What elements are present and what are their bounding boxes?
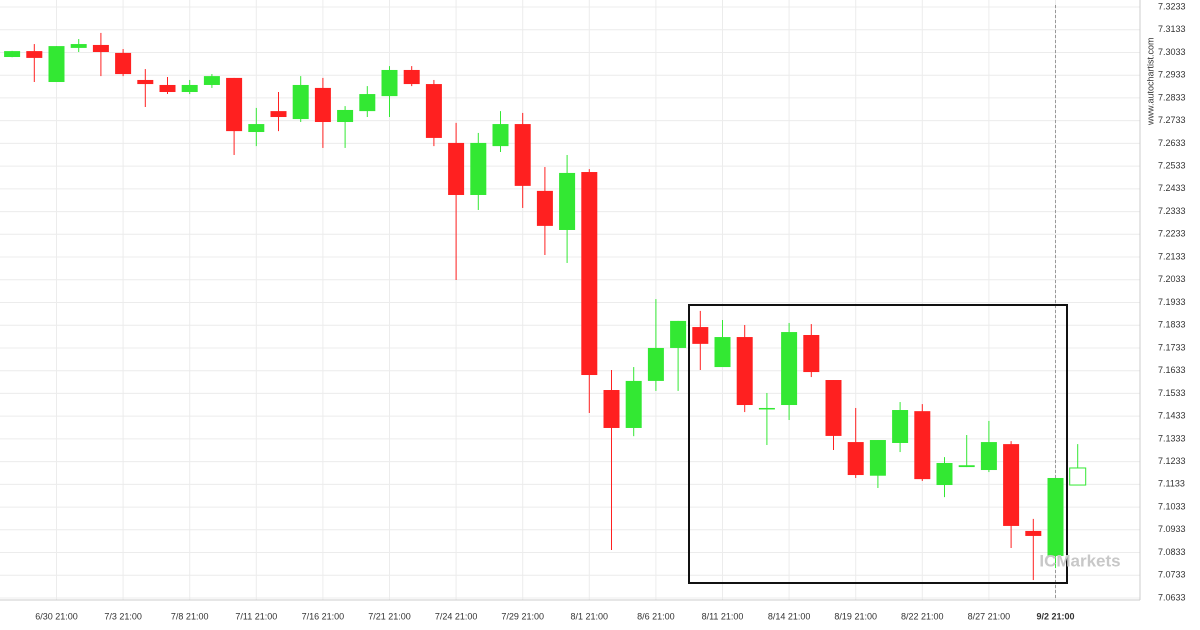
candle-body: [248, 124, 265, 133]
candle-body: [936, 462, 953, 486]
candle-body: [781, 332, 798, 406]
x-tick-label: 7/21 21:00: [368, 611, 411, 621]
y-tick-label: 7.3233: [1158, 1, 1186, 11]
candle-body: [1047, 477, 1064, 556]
candle-body: [26, 51, 43, 58]
candle-body: [869, 440, 886, 476]
y-tick-label: 7.0933: [1158, 524, 1186, 534]
candle-body: [4, 51, 21, 58]
y-tick-label: 7.3133: [1158, 24, 1186, 34]
logo: ICMarkets: [1039, 551, 1120, 570]
candle-body: [137, 79, 154, 85]
watermark: www.autochartist.com: [1145, 37, 1155, 126]
y-tick-label: 7.0833: [1158, 547, 1186, 557]
candle-body: [359, 94, 376, 112]
candle-body: [92, 44, 109, 53]
candles: [4, 32, 1087, 581]
x-tick-label: 8/19 21:00: [834, 611, 877, 621]
candle-body: [670, 320, 687, 348]
candle-body: [1003, 444, 1020, 526]
y-tick-label: 7.2833: [1158, 92, 1186, 102]
candle-body: [115, 52, 132, 75]
y-tick-label: 7.1833: [1158, 320, 1186, 330]
candle-body: [625, 380, 642, 428]
x-tick-label: 7/8 21:00: [171, 611, 209, 621]
candle-body: [1069, 467, 1087, 486]
candle-body: [980, 442, 997, 471]
y-tick-label: 7.1533: [1158, 388, 1186, 398]
candle-body: [603, 390, 620, 428]
candle-body: [381, 69, 398, 97]
y-tick-label: 7.2133: [1158, 251, 1186, 261]
x-tick-label: 9/2 21:00: [1036, 611, 1074, 621]
y-tick-label: 7.3033: [1158, 47, 1186, 57]
x-tick-label: 8/14 21:00: [768, 611, 811, 621]
candle-body: [181, 84, 198, 93]
y-tick-label: 7.1433: [1158, 411, 1186, 421]
candle-body: [914, 411, 931, 480]
candle-body: [892, 410, 909, 443]
y-tick-label: 7.2733: [1158, 115, 1186, 125]
candle-body: [714, 337, 731, 368]
candle-body: [292, 84, 309, 120]
x-tick-label: 6/30 21:00: [35, 611, 78, 621]
x-tick-label: 8/27 21:00: [968, 611, 1011, 621]
candle-body: [70, 44, 87, 48]
grid: [0, 0, 1140, 600]
candle-body: [470, 142, 487, 195]
y-tick-label: 7.1633: [1158, 365, 1186, 375]
y-tick-label: 7.1933: [1158, 297, 1186, 307]
y-tick-label: 7.0733: [1158, 570, 1186, 580]
x-tick-label: 7/11 21:00: [235, 611, 277, 621]
candle-body: [758, 407, 775, 410]
candle-body: [159, 84, 176, 93]
candle-body: [270, 111, 287, 118]
y-tick-label: 7.1733: [1158, 342, 1186, 352]
y-tick-label: 7.1033: [1158, 501, 1186, 511]
y-tick-label: 7.2233: [1158, 229, 1186, 239]
candle-body: [314, 87, 331, 123]
candle-body: [514, 124, 531, 186]
pattern-box: [688, 304, 1068, 584]
x-tick-label: 8/1 21:00: [571, 611, 609, 621]
y-tick-label: 7.2333: [1158, 206, 1186, 216]
y-tick-label: 7.1333: [1158, 433, 1186, 443]
candle-body: [492, 124, 509, 147]
candle-body: [448, 142, 465, 195]
x-tick-label: 7/24 21:00: [435, 611, 478, 621]
x-tick-label: 7/29 21:00: [501, 611, 544, 621]
candle-body: [1025, 530, 1042, 536]
candle-body: [203, 76, 220, 85]
candle-body: [403, 69, 420, 85]
candle-body: [692, 327, 709, 344]
x-tick-label: 8/22 21:00: [901, 611, 944, 621]
x-tick-label: 7/3 21:00: [104, 611, 142, 621]
candle-body: [847, 442, 864, 476]
candle-body: [425, 84, 442, 138]
y-tick-label: 7.2033: [1158, 274, 1186, 284]
candle-body: [536, 190, 553, 226]
candle-body: [337, 109, 354, 123]
candle-body: [825, 380, 842, 436]
x-tick-label: 8/6 21:00: [637, 611, 675, 621]
candle-body: [559, 172, 576, 230]
y-tick-label: 7.2633: [1158, 138, 1186, 148]
x-tick-label: 7/16 21:00: [302, 611, 345, 621]
y-tick-label: 7.1133: [1158, 479, 1185, 489]
candle-body: [647, 347, 664, 381]
candle-body: [226, 77, 243, 132]
y-tick-label: 7.1233: [1158, 456, 1186, 466]
y-tick-label: 7.2433: [1158, 183, 1186, 193]
y-tick-label: 7.0633: [1158, 592, 1186, 602]
candle-body: [581, 172, 598, 376]
candle-body: [48, 46, 65, 83]
candle-body: [736, 337, 753, 406]
y-tick-label: 7.2933: [1158, 70, 1186, 80]
candle-body: [958, 465, 975, 468]
x-tick-label: 8/11 21:00: [702, 611, 744, 621]
candle-body: [803, 335, 820, 373]
y-tick-label: 7.2533: [1158, 160, 1186, 170]
